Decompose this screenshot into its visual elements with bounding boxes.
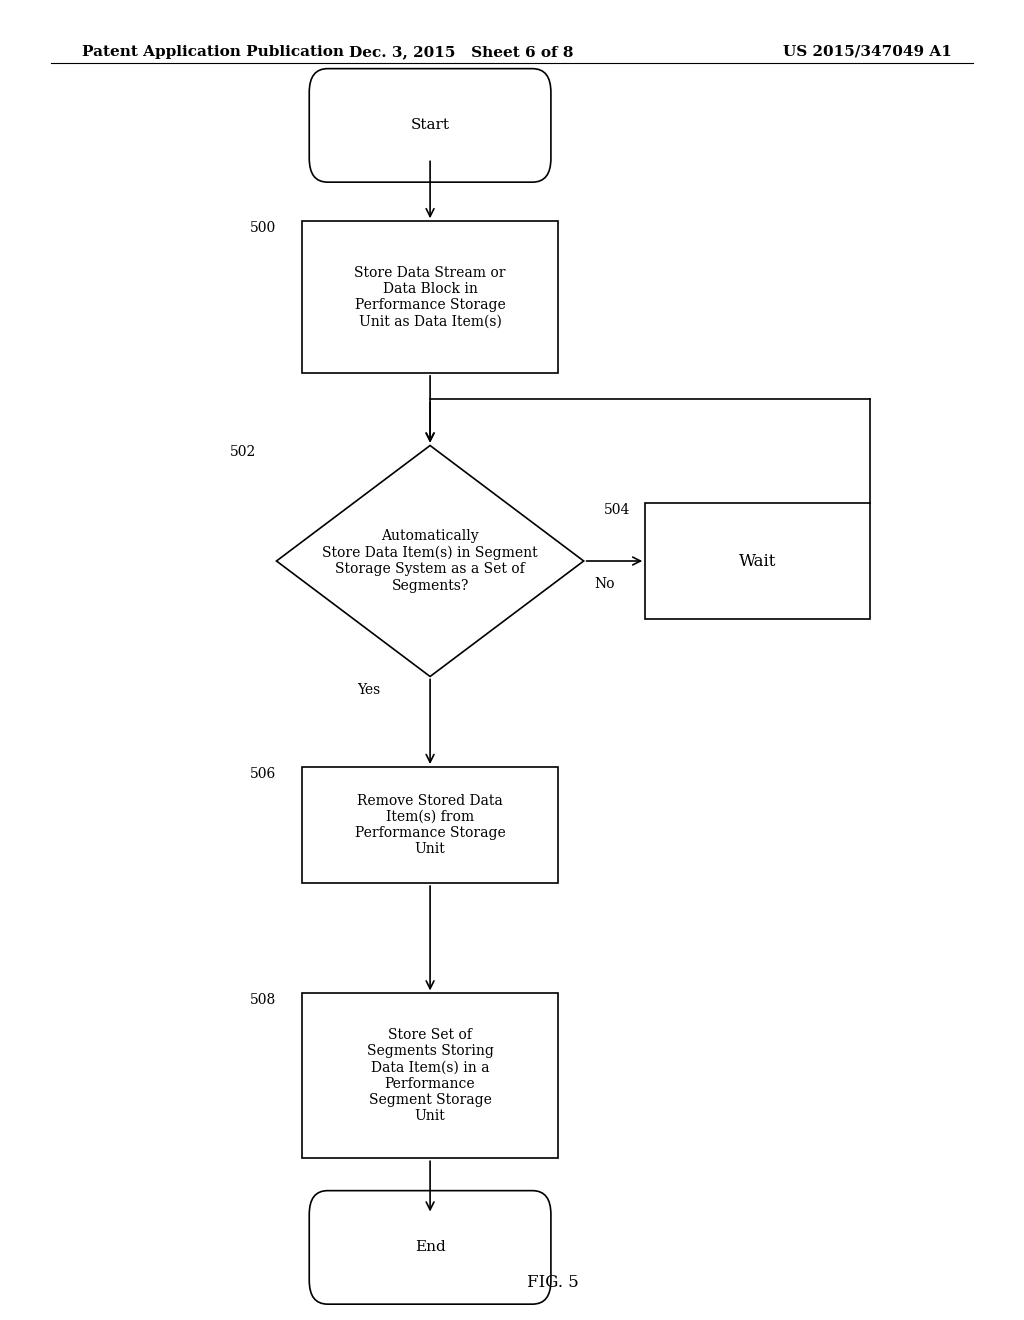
Bar xyxy=(302,993,558,1159)
Polygon shape xyxy=(276,446,584,677)
Text: Start: Start xyxy=(411,119,450,132)
Text: Store Set of
Segments Storing
Data Item(s) in a
Performance
Segment Storage
Unit: Store Set of Segments Storing Data Item(… xyxy=(367,1028,494,1123)
Bar xyxy=(645,503,870,619)
Text: Store Data Stream or
Data Block in
Performance Storage
Unit as Data Item(s): Store Data Stream or Data Block in Perfo… xyxy=(354,265,506,329)
Bar xyxy=(302,220,558,372)
Text: 508: 508 xyxy=(250,993,276,1007)
Text: End: End xyxy=(415,1241,445,1254)
Text: No: No xyxy=(594,577,614,591)
Text: Yes: Yes xyxy=(357,684,380,697)
Text: Remove Stored Data
Item(s) from
Performance Storage
Unit: Remove Stored Data Item(s) from Performa… xyxy=(354,793,506,857)
Text: Automatically
Store Data Item(s) in Segment
Storage System as a Set of
Segments?: Automatically Store Data Item(s) in Segm… xyxy=(323,529,538,593)
FancyBboxPatch shape xyxy=(309,69,551,182)
Text: Dec. 3, 2015   Sheet 6 of 8: Dec. 3, 2015 Sheet 6 of 8 xyxy=(348,45,573,59)
Text: 500: 500 xyxy=(250,220,276,235)
FancyBboxPatch shape xyxy=(309,1191,551,1304)
Text: FIG. 5: FIG. 5 xyxy=(527,1274,579,1291)
Text: Patent Application Publication: Patent Application Publication xyxy=(82,45,344,59)
Text: 506: 506 xyxy=(250,767,276,781)
Text: 502: 502 xyxy=(229,446,256,459)
Text: 504: 504 xyxy=(603,503,630,517)
Text: Wait: Wait xyxy=(739,553,776,569)
Bar xyxy=(302,767,558,883)
Text: US 2015/347049 A1: US 2015/347049 A1 xyxy=(783,45,952,59)
